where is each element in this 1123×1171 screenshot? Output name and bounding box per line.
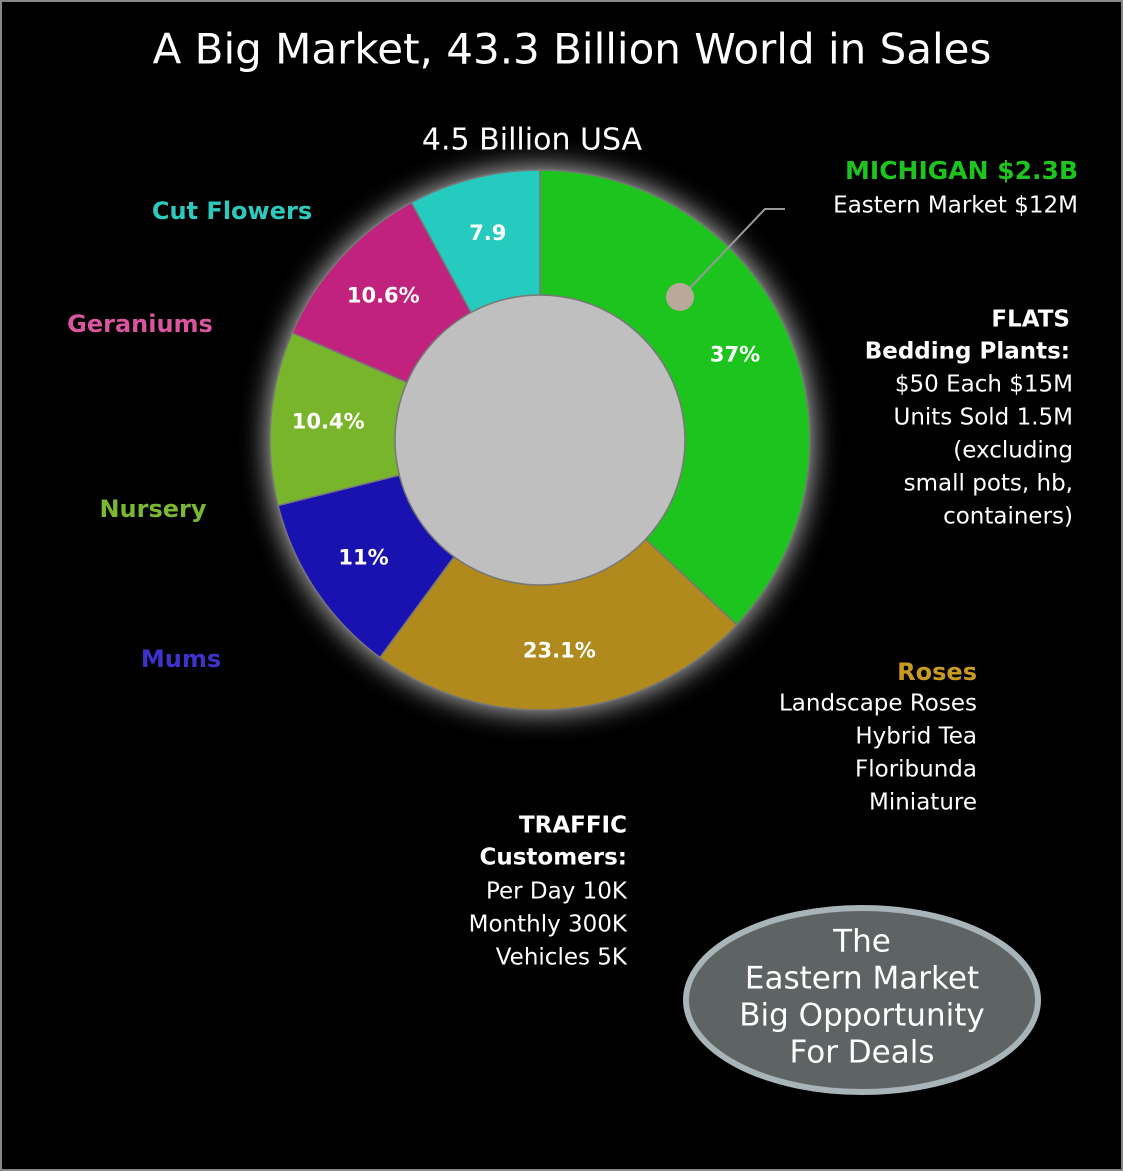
- category-label: Mums: [141, 645, 221, 673]
- category-label: Nursery: [99, 495, 206, 523]
- annotation-line: containers): [943, 504, 1073, 530]
- callout-dot: [666, 283, 694, 311]
- annotation-line: small pots, hb,: [904, 471, 1073, 497]
- michigan-title: MICHIGAN $2.3B: [845, 156, 1078, 185]
- annotation-line: Miniature: [869, 790, 977, 816]
- category-label: Cut Flowers: [152, 197, 312, 225]
- value-label: 11%: [338, 545, 388, 569]
- donut-segment: [539, 169, 811, 626]
- annotation-line: Eastern Market: [745, 961, 979, 997]
- donut-segment: [378, 538, 738, 711]
- value-label: 7.9: [469, 221, 506, 245]
- value-label: 37%: [710, 343, 760, 367]
- leader-line: [687, 208, 785, 291]
- annotation-line: FLATS: [991, 307, 1070, 333]
- donut: 37% 23.1% 11% 10.4% 10.6% 7.9: [269, 169, 811, 711]
- chart-subtitle: 4.5 Billion USA: [422, 123, 643, 158]
- annotation-line: Hybrid Tea: [855, 724, 977, 750]
- annotation-line: Per Day 10K: [486, 879, 628, 905]
- annotation-line: Units Sold 1.5M: [893, 405, 1073, 431]
- badge: [683, 905, 1041, 1095]
- annotation-line: Floribunda: [855, 757, 977, 783]
- annotation-line: $50 Each $15M: [895, 372, 1073, 398]
- annotation-line: The: [832, 924, 891, 960]
- annotation-line: Customers:: [479, 845, 627, 871]
- annotation-line: Big Opportunity: [739, 998, 984, 1034]
- value-label: 10.6%: [347, 283, 420, 307]
- value-label: 23.1%: [523, 639, 596, 663]
- callout: Eastern Market $12M: [833, 193, 1078, 219]
- category-label: Roses: [897, 658, 977, 686]
- annotation-line: (excluding: [953, 438, 1073, 464]
- annotation-line: For Deals: [790, 1035, 935, 1071]
- annotation-line: Bedding Plants:: [865, 339, 1070, 365]
- value-label: 10.4%: [292, 410, 365, 434]
- chart-title: A Big Market, 43.3 Billion World in Sale…: [153, 25, 992, 74]
- text-blocks: FLATS Bedding Plants: $50 Each $15M Units S…: [469, 307, 1073, 1095]
- category-label: Geraniums: [67, 310, 213, 338]
- annotation-line: TRAFFIC: [519, 813, 627, 839]
- annotation-line: Landscape Roses: [779, 691, 977, 717]
- donut-segment: [410, 169, 541, 314]
- annotation-line: Monthly 300K: [469, 912, 628, 938]
- annotation-line: Vehicles 5K: [496, 945, 628, 971]
